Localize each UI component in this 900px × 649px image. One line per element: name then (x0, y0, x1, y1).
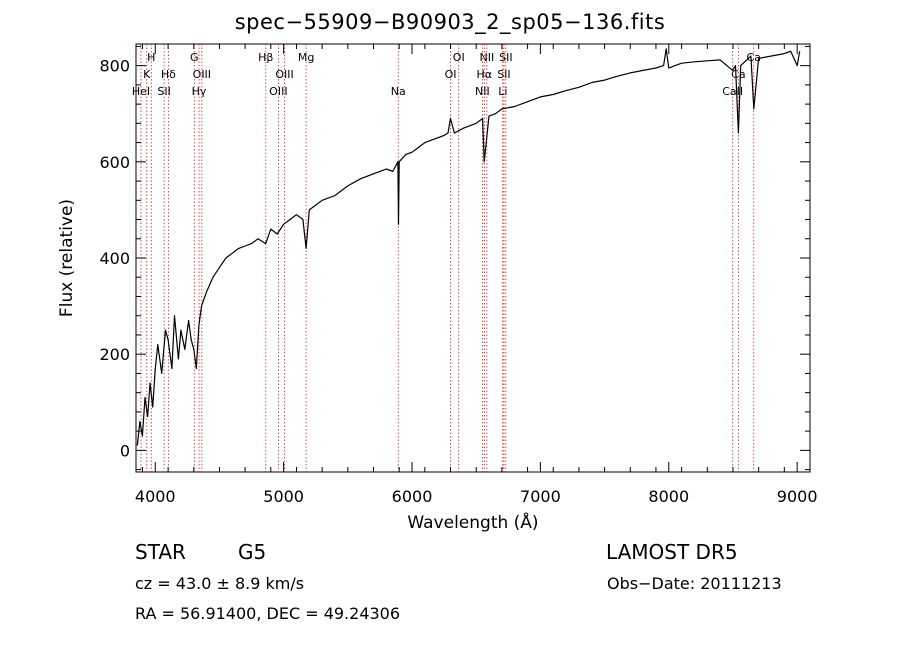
marker-label-3: Hδ (161, 68, 176, 81)
marker-label-20: Li (498, 85, 507, 98)
marker-label-12: Na (391, 85, 406, 98)
y-tick-label-0: 0 (120, 441, 130, 460)
marker-label-19: SII (497, 68, 510, 81)
x-tick-label-5: 9000 (777, 487, 818, 506)
marker-label-22: Ca (731, 68, 745, 81)
marker-label-1: K (143, 68, 151, 81)
y-tick-label-1: 200 (99, 345, 130, 364)
observation-date: Obs−Date: 20111213 (607, 574, 782, 593)
redshift-value: cz = 43.0 ± 8.9 km/s (135, 574, 305, 593)
marker-label-8: Hβ (258, 51, 273, 64)
marker-label-9: OIII (275, 68, 293, 81)
object-class: STAR (135, 540, 186, 564)
marker-label-13: OI (453, 51, 465, 64)
y-tick-label-3: 600 (99, 153, 130, 172)
spectrum-series-0 (136, 48, 801, 446)
x-tick-label-1: 5000 (263, 487, 304, 506)
marker-label-15: NII (480, 51, 495, 64)
plot-frame (135, 43, 811, 473)
marker-label-5: G (190, 51, 199, 64)
y-tick-label-4: 800 (99, 57, 130, 76)
x-axis-label: Wavelength (Å) (407, 511, 538, 533)
x-tick-label-0: 4000 (135, 487, 176, 506)
marker-label-6: OIII (193, 68, 211, 81)
marker-label-2: HeI (132, 85, 150, 98)
marker-label-21: Ca (747, 51, 761, 64)
marker-label-11: Mg (298, 51, 314, 64)
marker-label-23: CaII (722, 85, 743, 98)
marker-label-4: SII (157, 85, 170, 98)
marker-label-16: Hα (477, 68, 493, 81)
x-tick-label-4: 8000 (648, 487, 689, 506)
x-tick-label-2: 6000 (392, 487, 433, 506)
marker-label-14: OI (445, 68, 457, 81)
marker-label-7: Hγ (192, 85, 207, 98)
ra-dec-coordinates: RA = 56.91400, DEC = 49.24306 (135, 604, 401, 623)
marker-label-0: H (147, 51, 155, 64)
chart-title: spec−55909−B90903_2_sp05−136.fits (234, 10, 666, 34)
x-tick-label-3: 7000 (520, 487, 561, 506)
marker-label-17: NII (475, 85, 490, 98)
survey-name: LAMOST DR5 (606, 540, 738, 564)
y-tick-label-2: 400 (99, 249, 130, 268)
marker-label-18: SII (499, 51, 512, 64)
marker-label-10: OIII (269, 85, 287, 98)
object-subclass: G5 (238, 540, 267, 564)
y-axis-label: Flux (relative) (57, 199, 77, 317)
